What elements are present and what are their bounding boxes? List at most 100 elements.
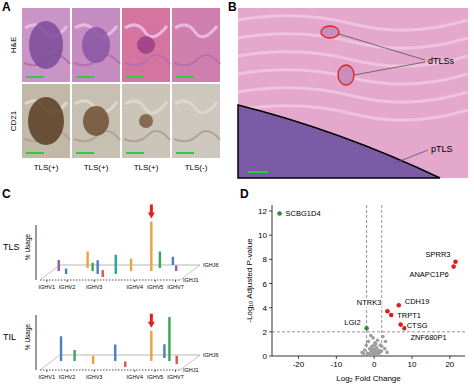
- label-patch: [344, 318, 361, 327]
- tissue: [122, 84, 170, 158]
- label-patch: [409, 270, 449, 279]
- scale-bar: [26, 76, 44, 78]
- bar: [172, 257, 174, 265]
- depth-axis: [40, 355, 60, 370]
- depth-axis: [40, 265, 60, 280]
- bar: [73, 350, 75, 361]
- bar: [91, 263, 93, 271]
- bar: [150, 331, 152, 361]
- aggregate: [28, 97, 64, 145]
- point: [385, 309, 390, 314]
- point: [453, 259, 458, 264]
- bar: [114, 345, 116, 362]
- point: [362, 352, 366, 356]
- region-label: dTLSs: [428, 56, 455, 66]
- point-label: ZNF680P1: [410, 333, 446, 342]
- x-tick-label: IGHV4: [127, 374, 144, 380]
- point: [396, 303, 401, 308]
- x-tick-label: IGHV1: [39, 374, 56, 380]
- dtls-outline: [321, 26, 339, 38]
- bar: [60, 336, 62, 361]
- bar: [163, 344, 165, 358]
- x-tick: [67, 280, 68, 282]
- texture: [238, 52, 468, 66]
- texture: [175, 101, 217, 113]
- aggregate: [29, 21, 63, 69]
- point: [375, 353, 379, 356]
- point: [385, 351, 389, 355]
- y-axis-title: % Usage: [24, 233, 32, 260]
- y-axis-title: -Log₁₀ Adjusted P-value: [245, 238, 254, 323]
- x-tick: [134, 370, 135, 372]
- point: [389, 313, 394, 318]
- bar: [115, 255, 117, 274]
- scale-bar: [76, 152, 94, 154]
- he-image: [22, 8, 70, 82]
- depth-line: [40, 280, 180, 281]
- texture: [125, 25, 167, 37]
- point: [398, 322, 403, 327]
- x-tick: [134, 280, 135, 282]
- y-tick-label: 6: [263, 280, 268, 289]
- aggregate: [139, 114, 153, 128]
- texture: [175, 25, 217, 37]
- plot-area: [272, 205, 465, 356]
- x-tick: [175, 280, 176, 282]
- he-image: [172, 8, 220, 82]
- depth-tick-label: IGHJ6: [203, 262, 219, 268]
- scale-bar: [126, 152, 144, 154]
- y-tick: [269, 211, 272, 212]
- point: [277, 211, 282, 216]
- x-axis-title: Log₂ Fold Change: [336, 374, 401, 383]
- column-label: TLS(-): [185, 163, 208, 172]
- scale-bar: [126, 76, 144, 78]
- bar: [92, 356, 94, 364]
- cd21-image: [22, 84, 70, 158]
- scale-bar: [176, 76, 194, 78]
- point: [451, 264, 456, 269]
- scale-bar: [26, 152, 44, 154]
- x-tick: [298, 356, 299, 359]
- scale-bar: [76, 76, 94, 78]
- scale-bar: [176, 152, 194, 154]
- point: [378, 349, 382, 353]
- aggregate: [82, 27, 110, 63]
- point: [370, 347, 374, 351]
- tissue: [172, 8, 220, 82]
- row-label: H&E: [9, 37, 18, 53]
- x-tick: [449, 356, 450, 359]
- x-tick: [94, 370, 95, 372]
- y-tick: [269, 259, 272, 260]
- bar: [124, 362, 126, 368]
- texture: [124, 55, 170, 65]
- x-tick-label: -20: [293, 360, 305, 369]
- y-axis: [36, 225, 37, 280]
- x-tick: [46, 370, 47, 372]
- bar: [86, 252, 88, 269]
- leader-line: [339, 34, 425, 60]
- bar: [58, 260, 60, 271]
- depth-line: [60, 355, 200, 356]
- cd21-image: [72, 84, 120, 158]
- region-label: pTLS: [431, 144, 453, 154]
- bar: [159, 252, 161, 269]
- arrow: [148, 314, 155, 328]
- texture: [174, 55, 220, 65]
- scale-bar: [248, 171, 268, 173]
- label-patch: [406, 321, 428, 330]
- x-tick-label: IGHV3: [86, 374, 103, 380]
- point-label: ANAPC1P6: [409, 270, 448, 279]
- chart-title: TIL: [3, 332, 16, 342]
- panel-letter: D: [240, 187, 249, 201]
- x-tick-label: IGHV7: [167, 284, 184, 290]
- tissue: [122, 8, 170, 82]
- x-tick: [46, 280, 47, 282]
- y-tick: [269, 307, 272, 308]
- label-patch: [425, 250, 451, 259]
- cd21-image: [172, 84, 220, 158]
- bars: [60, 317, 178, 367]
- x-tick-label: 20: [445, 360, 454, 369]
- x-tick: [412, 356, 413, 359]
- y-tick-label: 10: [258, 231, 267, 240]
- x-axis: [272, 356, 465, 357]
